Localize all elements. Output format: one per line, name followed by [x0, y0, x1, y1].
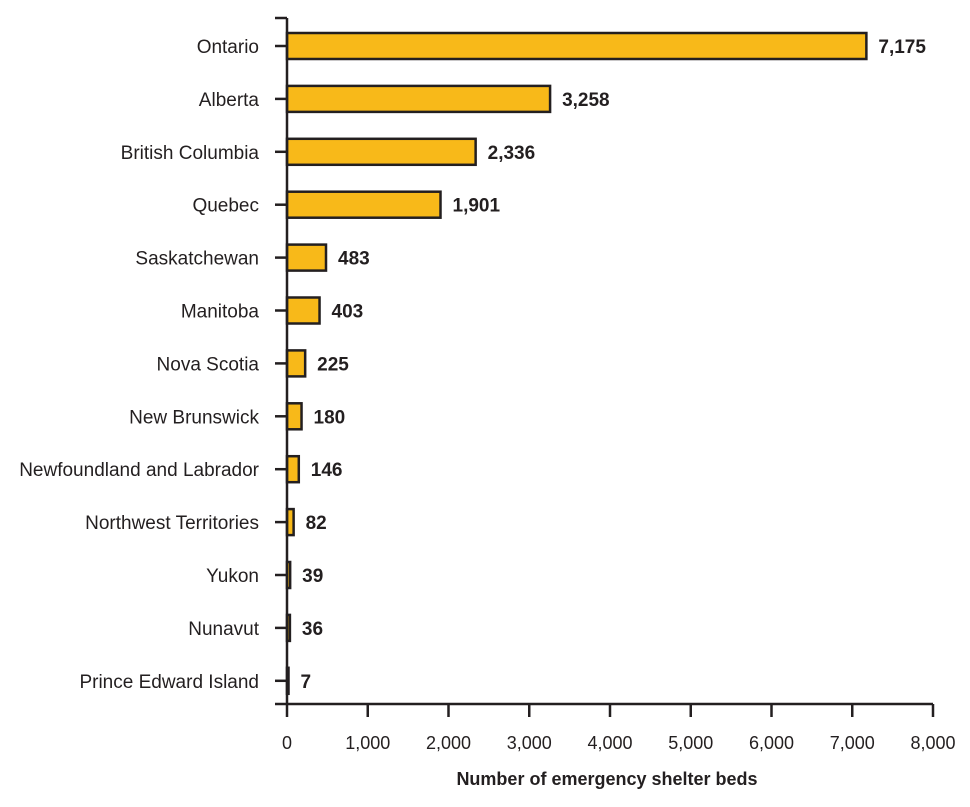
category-label: Prince Edward Island	[79, 672, 259, 693]
value-label: 403	[332, 302, 364, 323]
category-label: New Brunswick	[129, 407, 259, 428]
value-label: 483	[338, 249, 370, 270]
value-label: 180	[314, 407, 346, 428]
value-label: 7,175	[878, 37, 926, 58]
bars-layer	[285, 31, 868, 696]
category-label: Quebec	[192, 196, 259, 217]
category-label: Yukon	[206, 566, 259, 587]
x-tick-label: 1,000	[345, 733, 390, 753]
x-tick-label: 7,000	[830, 733, 875, 753]
value-label: 146	[311, 460, 343, 481]
bar-ontario	[285, 31, 868, 61]
bar-newfoundland-and-labrador	[285, 454, 301, 484]
bar-nova-scotia	[285, 349, 307, 378]
category-label: Newfoundland and Labrador	[19, 460, 259, 481]
category-label: Ontario	[197, 37, 259, 58]
bar-alberta	[285, 84, 552, 114]
value-label: 39	[302, 566, 323, 587]
axis-layer	[275, 16, 935, 717]
bar-british-columbia	[285, 137, 477, 167]
bar-quebec	[285, 190, 442, 219]
category-label: Nunavut	[188, 619, 259, 640]
x-tick-label: 0	[282, 733, 292, 753]
labels-layer: Ontario 7,175 Alberta 3,258 British Columbia…	[19, 37, 955, 753]
x-axis-title: Number of emergency shelter beds	[456, 769, 757, 789]
x-tick-label: 4,000	[587, 733, 632, 753]
value-label: 2,336	[488, 143, 536, 164]
x-tick-label: 2,000	[426, 733, 471, 753]
category-label: British Columbia	[121, 143, 260, 164]
value-label: 225	[317, 354, 349, 375]
category-label: Alberta	[199, 90, 260, 111]
value-label: 3,258	[562, 90, 610, 111]
x-tick-label: 5,000	[668, 733, 713, 753]
bar-manitoba	[285, 296, 321, 325]
value-label: 7	[301, 672, 312, 693]
value-label: 1,901	[453, 196, 501, 217]
category-label: Saskatchewan	[135, 249, 259, 270]
category-label: Northwest Territories	[85, 513, 259, 534]
bar-saskatchewan	[285, 243, 328, 272]
value-label: 36	[302, 619, 323, 640]
category-label: Nova Scotia	[157, 354, 260, 375]
value-label: 82	[306, 513, 327, 534]
category-label: Manitoba	[181, 302, 260, 323]
x-tick-label: 6,000	[749, 733, 794, 753]
bar-new-brunswick	[285, 402, 303, 431]
x-tick-label: 3,000	[507, 733, 552, 753]
x-tick-label: 8,000	[910, 733, 955, 753]
